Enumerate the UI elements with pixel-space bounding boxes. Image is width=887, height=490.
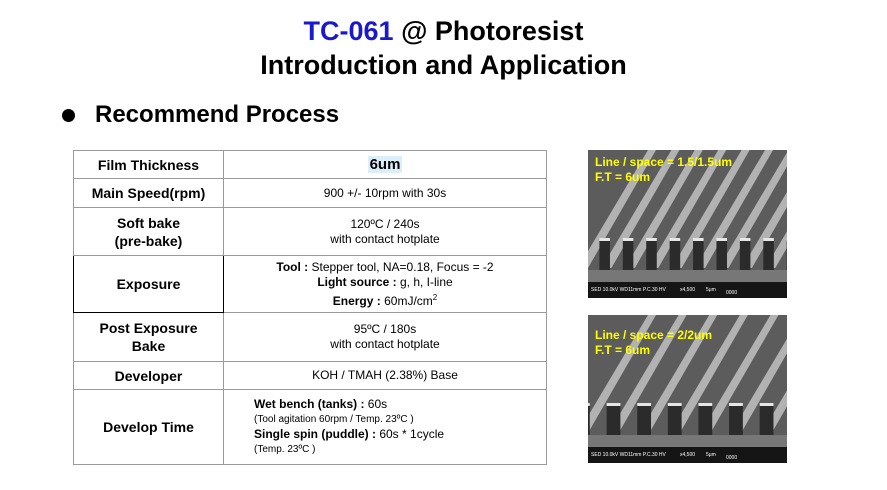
peb-temp: 95ºC / 180s	[353, 322, 417, 336]
sem-2-caption-thickness: F.T = 6um	[595, 343, 651, 357]
table-row-developer: Developer KOH / TMAH (2.38%) Base	[73, 361, 547, 390]
sem-1-info-id: 0000	[726, 290, 738, 296]
table-row-main-speed: Main Speed(rpm) 900 +/- 10rpm with 30s	[73, 178, 547, 208]
single-spin-value: 60s * 1cycle	[379, 427, 445, 441]
title-suffix: @ Photoresist	[393, 16, 584, 46]
sem-1-caption-line-space: Line / space = 1.5/1.5um	[595, 155, 733, 169]
exposure-light-key: Light source :	[317, 274, 400, 289]
sem-image-1-drawing	[588, 150, 787, 298]
develop-time-label: Develop Time	[73, 389, 224, 465]
sem-1-info-params: SED 10.0kV WD11mm P.C.30 HV	[591, 287, 666, 293]
soft-bake-sublabel: (pre-bake)	[114, 232, 183, 249]
sem-2-info-id: 0000	[726, 455, 738, 461]
exposure-value-cell: Tool : Stepper tool, NA=0.18, Focus = -2…	[223, 255, 547, 313]
bullet-icon	[62, 108, 75, 122]
develop-time-value-cell: Wet bench (tanks) : 60s (Tool agitation …	[223, 389, 547, 465]
sem-1-info-magnification: x4,500	[680, 287, 696, 293]
soft-bake-method: with contact hotplate	[330, 231, 440, 246]
wet-bench-value: 60s	[367, 397, 388, 411]
main-speed-value: 900 +/- 10rpm with 30s	[223, 178, 547, 208]
film-thickness-value: 6um	[367, 155, 403, 173]
peb-value-cell: 95ºC / 180s with contact hotplate	[223, 312, 547, 362]
exposure-energy-sup: 2	[432, 292, 438, 302]
product-code: TC-061	[303, 16, 394, 46]
sem-image-1: Line / space = 1.5/1.5um F.T = 6um SED 1…	[588, 150, 787, 298]
film-thickness-label: Film Thickness	[73, 150, 224, 179]
process-table: Film Thickness 6um Main Speed(rpm) 900 +…	[73, 150, 547, 465]
single-spin-note: (Temp. 23ºC )	[254, 444, 316, 455]
soft-bake-label: Soft bake	[116, 214, 180, 231]
sem-2-info-magnification: x4,500	[680, 452, 696, 458]
sem-image-2-drawing	[588, 315, 787, 463]
soft-bake-value-cell: 120ºC / 240s with contact hotplate	[223, 207, 547, 256]
developer-value: KOH / TMAH (2.38%) Base	[223, 361, 547, 390]
title-line-2: Introduction and Application	[260, 50, 627, 80]
exposure-tool-key: Tool :	[276, 259, 312, 274]
peb-sublabel: Bake	[131, 338, 166, 354]
section-heading: Recommend Process	[62, 100, 339, 130]
section-heading-text: Recommend Process	[95, 101, 340, 128]
page-title: TC-061 @ Photoresist Introduction and Ap…	[0, 14, 887, 82]
exposure-energy-value: 60mJ/cm	[384, 293, 433, 308]
exposure-energy-key: Energy :	[332, 293, 385, 308]
sem-1-info-scale: 5μm	[706, 287, 716, 293]
sem-2-caption-line-space: Line / space = 2/2um	[595, 328, 713, 342]
peb-label-cell: Post Exposure Bake	[73, 312, 224, 362]
peb-method: with contact hotplate	[330, 337, 440, 351]
table-row-develop-time: Develop Time Wet bench (tanks) : 60s (To…	[73, 389, 547, 465]
wet-bench-line: Wet bench (tanks) : 60s	[254, 397, 542, 412]
soft-bake-temp: 120ºC / 240s	[350, 216, 420, 231]
sem-2-info-bar: SED 10.0kV WD11mm P.C.30 HV x4,500 5μm 0…	[588, 447, 787, 463]
table-row-film-thickness: Film Thickness 6um	[73, 150, 547, 179]
exposure-label: Exposure	[73, 255, 224, 313]
peb-label: Post Exposure	[99, 320, 198, 336]
exposure-light: Light source : g, h, I-line	[228, 275, 542, 290]
table-row-post-exposure-bake: Post Exposure Bake 95ºC / 180s with cont…	[73, 312, 547, 362]
wet-bench-key: Wet bench (tanks) :	[254, 397, 368, 411]
single-spin-key: Single spin (puddle) :	[254, 427, 380, 441]
single-spin-line: Single spin (puddle) : 60s * 1cycle	[254, 427, 542, 442]
soft-bake-label-cell: Soft bake (pre-bake)	[73, 207, 224, 256]
exposure-tool-value: Stepper tool, NA=0.18, Focus = -2	[311, 259, 494, 274]
sem-image-2: Line / space = 2/2um F.T = 6um SED 10.0k…	[588, 315, 787, 463]
title-line-1: TC-061 @ Photoresist	[0, 14, 887, 48]
exposure-energy: Energy : 60mJ/cm2	[228, 290, 542, 309]
sem-1-info-bar: SED 10.0kV WD11mm P.C.30 HV x4,500 5μm 0…	[588, 282, 787, 298]
exposure-light-value: g, h, I-line	[399, 274, 453, 289]
main-speed-label: Main Speed(rpm)	[73, 178, 224, 208]
sem-2-info-scale: 5μm	[706, 452, 716, 458]
exposure-tool: Tool : Stepper tool, NA=0.18, Focus = -2	[228, 260, 542, 275]
wet-bench-note: (Tool agitation 60rpm / Temp. 23ºC )	[254, 414, 414, 425]
table-row-soft-bake: Soft bake (pre-bake) 120ºC / 240s with c…	[73, 207, 547, 256]
film-thickness-value-cell: 6um	[223, 150, 547, 179]
sem-1-caption-thickness: F.T = 6um	[595, 170, 651, 184]
sem-2-info-params: SED 10.0kV WD11mm P.C.30 HV	[591, 452, 666, 458]
developer-label: Developer	[73, 361, 224, 390]
table-row-exposure: Exposure Tool : Stepper tool, NA=0.18, F…	[73, 255, 547, 313]
